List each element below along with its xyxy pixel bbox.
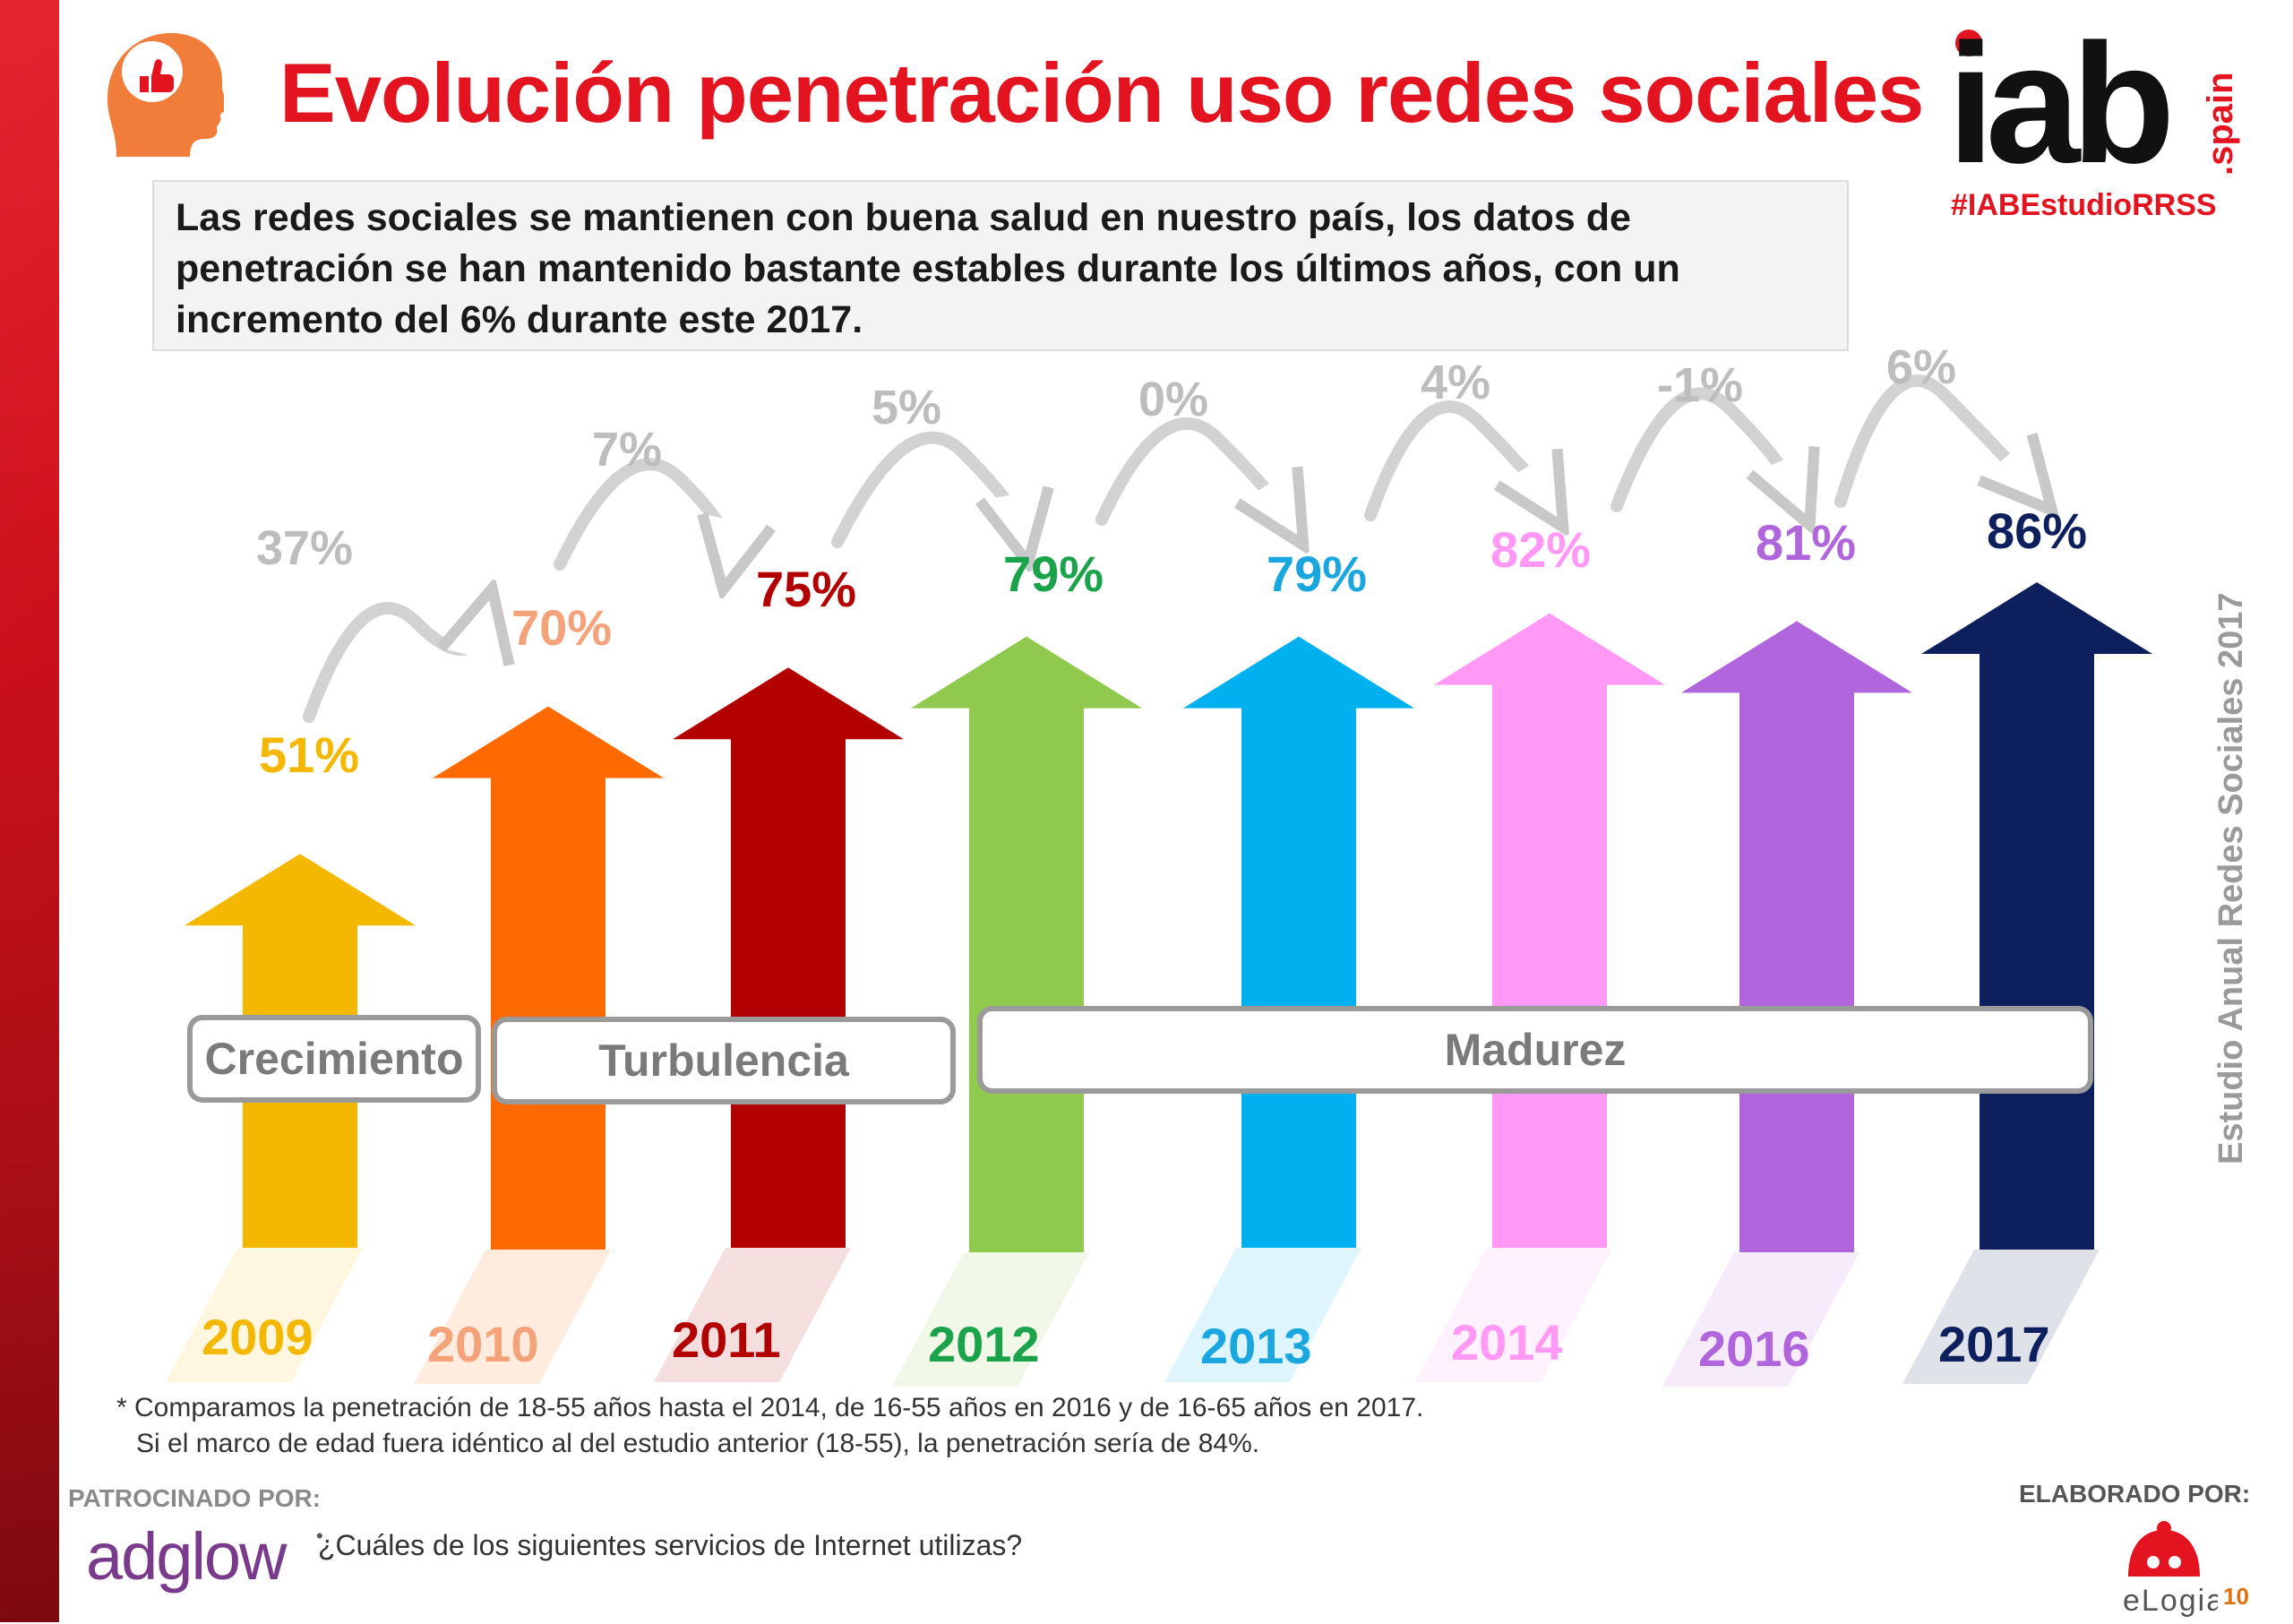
- value-label-2017: 86%: [1987, 503, 2087, 559]
- value-label-2009: 51%: [259, 726, 359, 783]
- hashtag: #IABEstudioRRSS: [1951, 188, 2217, 222]
- adglow-logo: adglow: [86, 1519, 288, 1594]
- change-curve-2: [831, 431, 1021, 542]
- change-curve-6: [1834, 374, 2029, 502]
- phase-label-madurez: Madurez: [1445, 1025, 1627, 1075]
- year-label-2017: 2017: [1938, 1316, 2050, 1372]
- change-label-6: 6%: [1886, 340, 1956, 394]
- bar-reflection-2016: [1662, 1252, 1859, 1387]
- change-label-2: 5%: [872, 381, 941, 434]
- iab-logo-sub: .spain: [2201, 72, 2240, 176]
- bar-reflection-2011: [654, 1248, 851, 1382]
- iab-spain-logo: iab .spain: [1947, 9, 2245, 199]
- change-label-1: 7%: [592, 423, 662, 477]
- bar-2014: [1434, 613, 1665, 1248]
- phase-band-madurez: [977, 1006, 2093, 1094]
- bar-2012: [911, 636, 1142, 1252]
- value-label-2010: 70%: [511, 599, 612, 656]
- footnote: * Comparamos la penetración de 18-55 año…: [116, 1390, 1423, 1462]
- change-curve-4: [1364, 400, 1545, 515]
- bar-reflection-2010: [414, 1250, 611, 1384]
- change-curve-0: [303, 608, 484, 723]
- change-label-3: 0%: [1138, 373, 1208, 426]
- left-accent-bar: [0, 0, 59, 1622]
- value-label-2016: 81%: [1756, 514, 1856, 571]
- footnote-line-2: Si el marco de edad fuera idéntico al de…: [136, 1429, 1260, 1458]
- change-label-5: -1%: [1657, 358, 1743, 412]
- author-label: ELABORADO POR:: [2019, 1480, 2251, 1508]
- elogia-logo-text: eLogia: [2123, 1584, 2218, 1618]
- footnote-line-1: * Comparamos la penetración de 18-55 año…: [116, 1393, 1424, 1422]
- year-label-2009: 2009: [202, 1309, 313, 1365]
- bullet-icon: •: [316, 1525, 323, 1547]
- change-curve-3: [1095, 417, 1285, 520]
- sponsor-label: PATROCINADO POR:: [68, 1484, 322, 1512]
- bar-2010: [433, 706, 664, 1250]
- bar-2013: [1183, 636, 1414, 1248]
- year-label-2012: 2012: [928, 1316, 1040, 1372]
- intro-line-1: Las redes sociales se mantienen con buen…: [176, 196, 1631, 239]
- year-label-2010: 2010: [427, 1316, 539, 1372]
- value-label-2011: 75%: [756, 561, 856, 617]
- page-title: Evolución penetración uso redes sociales: [279, 46, 1924, 140]
- year-label-2014: 2014: [1451, 1314, 1563, 1371]
- bar-2016: [1681, 621, 1912, 1252]
- intro-line-3: incremento del 6% durante este 2017.: [176, 298, 863, 341]
- intro-text-box: Las redes sociales se mantienen con buen…: [152, 180, 1849, 351]
- year-label-2013: 2013: [1200, 1318, 1312, 1374]
- year-label-2016: 2016: [1698, 1320, 1810, 1377]
- head-thumbs-up-icon: [81, 22, 230, 161]
- phase-band-crecimiento: [187, 1015, 481, 1103]
- change-curve-5: [1610, 387, 1796, 506]
- change-label-0: 37%: [256, 521, 353, 575]
- page-number: 10: [2223, 1583, 2249, 1610]
- phase-label-turbulencia: Turbulencia: [598, 1035, 850, 1086]
- change-label-4: 4%: [1421, 356, 1490, 409]
- value-label-2012: 79%: [1003, 546, 1104, 602]
- change-curve-1: [554, 458, 730, 564]
- phase-label-crecimiento: Crecimiento: [205, 1034, 464, 1084]
- bar-reflection-2012: [892, 1252, 1089, 1387]
- iab-logo-text: iab: [1949, 23, 2168, 176]
- bar-2017: [1921, 582, 2152, 1250]
- bar-reflection-2009: [166, 1248, 363, 1382]
- phase-band-turbulencia: [492, 1017, 956, 1104]
- elogia-logo: eLogia: [2092, 1512, 2223, 1624]
- bar-2011: [673, 667, 904, 1248]
- bar-reflection-2014: [1415, 1248, 1612, 1382]
- survey-question: ¿Cuáles de los siguientes servicios de I…: [318, 1529, 1023, 1561]
- bar-reflection-2013: [1164, 1248, 1361, 1382]
- bar-reflection-2017: [1902, 1250, 2100, 1384]
- value-label-2014: 82%: [1490, 521, 1591, 578]
- value-label-2013: 79%: [1267, 546, 1367, 602]
- intro-line-2: penetración se han mantenido bastante es…: [176, 247, 1680, 290]
- year-label-2011: 2011: [672, 1311, 781, 1368]
